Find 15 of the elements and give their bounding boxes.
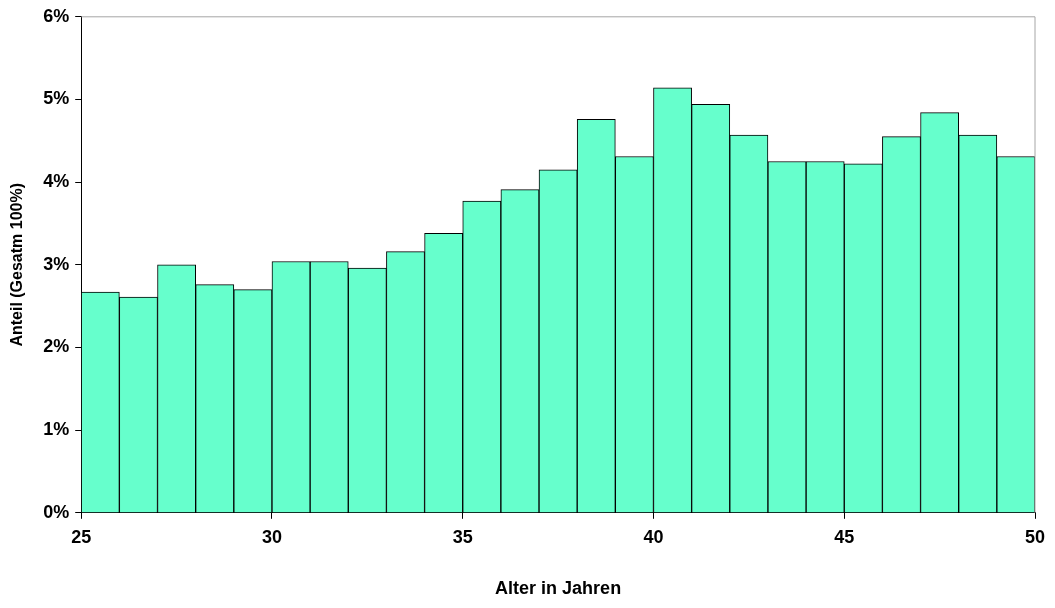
- y-tick-label: 6%: [43, 5, 70, 26]
- x-tick-label: 50: [1024, 526, 1046, 547]
- y-axis-title: Anteil (Gesatm 100%): [8, 183, 26, 347]
- y-tick-label: 1%: [43, 419, 70, 440]
- x-tick-label: 25: [71, 526, 92, 547]
- x-axis-title: Alter in Jahren: [495, 578, 622, 599]
- x-tick-label: 35: [452, 526, 473, 547]
- x-tick-label: 40: [643, 526, 664, 547]
- y-tick-label: 2%: [43, 336, 70, 357]
- x-tick-label: 30: [261, 526, 282, 547]
- y-tick-label: 3%: [43, 253, 70, 274]
- y-tick-label: 4%: [43, 171, 70, 192]
- x-tick-label: 45: [834, 526, 855, 547]
- y-tick-label: 0%: [43, 501, 70, 522]
- y-tick-label: 5%: [43, 88, 70, 109]
